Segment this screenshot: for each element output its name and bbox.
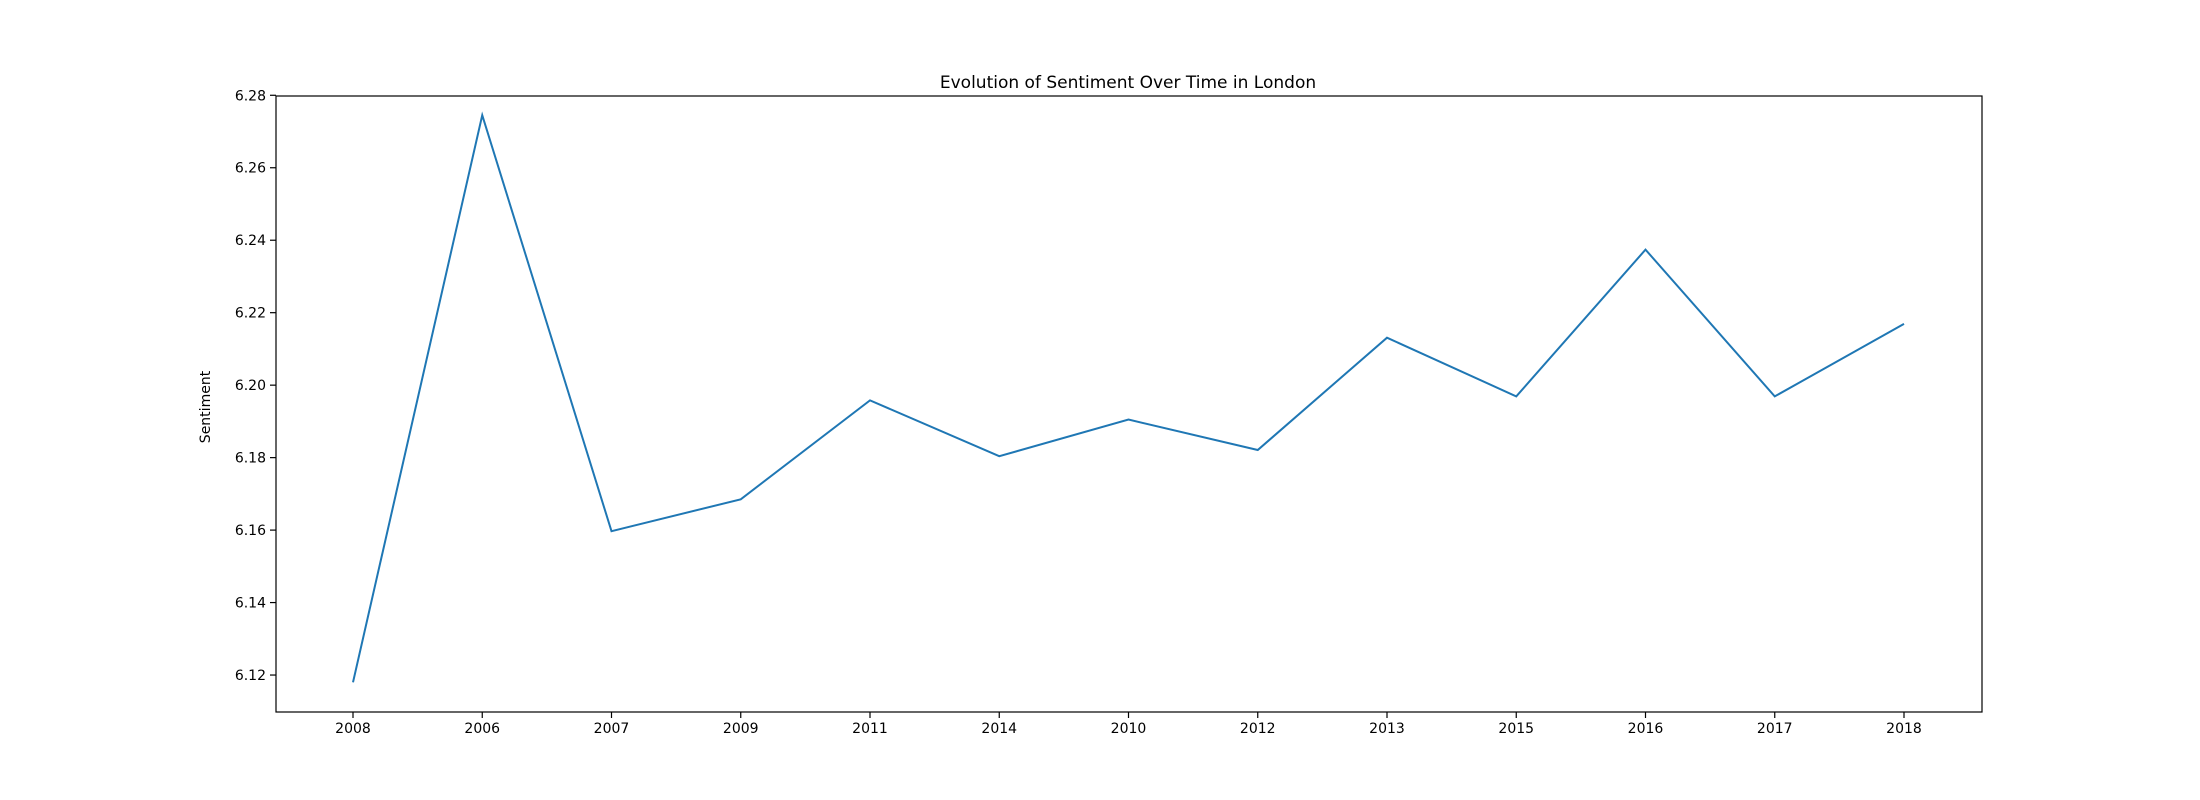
x-tick-label: 2017: [1757, 721, 1793, 737]
x-tick-label: 2010: [1111, 721, 1147, 737]
x-tick-label: 2008: [335, 721, 371, 737]
x-tick-label: 2014: [981, 721, 1017, 737]
x-tick-label: 2012: [1240, 721, 1276, 737]
x-tick-label: 2007: [594, 721, 630, 737]
y-tick-label: 6.16: [235, 523, 266, 539]
series-line: [352, 111, 1905, 683]
y-tick-label: 6.14: [235, 596, 266, 612]
y-tick-label: 6.28: [235, 88, 266, 104]
x-tick-label: 2018: [1886, 721, 1922, 737]
x-tick-label: 2015: [1498, 721, 1534, 737]
x-tick-label: 2009: [723, 721, 759, 737]
x-tick-label: 2011: [852, 721, 888, 737]
x-tick-label: 2016: [1628, 721, 1664, 737]
y-tick-label: 6.26: [235, 161, 266, 177]
y-tick-label: 6.20: [235, 378, 266, 394]
chart-title: Evolution of Sentiment Over Time in Lond…: [940, 73, 1316, 93]
plot-frame: [275, 95, 1983, 713]
y-tick-label: 6.12: [235, 668, 266, 684]
y-tick-label: 6.22: [235, 306, 266, 322]
y-tick-label: 6.24: [235, 233, 266, 249]
x-tick-label: 2006: [464, 721, 500, 737]
y-tick-label: 6.18: [235, 451, 266, 467]
plot-area: 2008 2006 2007 2009 2011 2014 2010 2012 2013 2015…: [235, 88, 1983, 737]
y-axis-label: Sentiment: [198, 370, 214, 443]
x-tick-label: 2013: [1369, 721, 1405, 737]
